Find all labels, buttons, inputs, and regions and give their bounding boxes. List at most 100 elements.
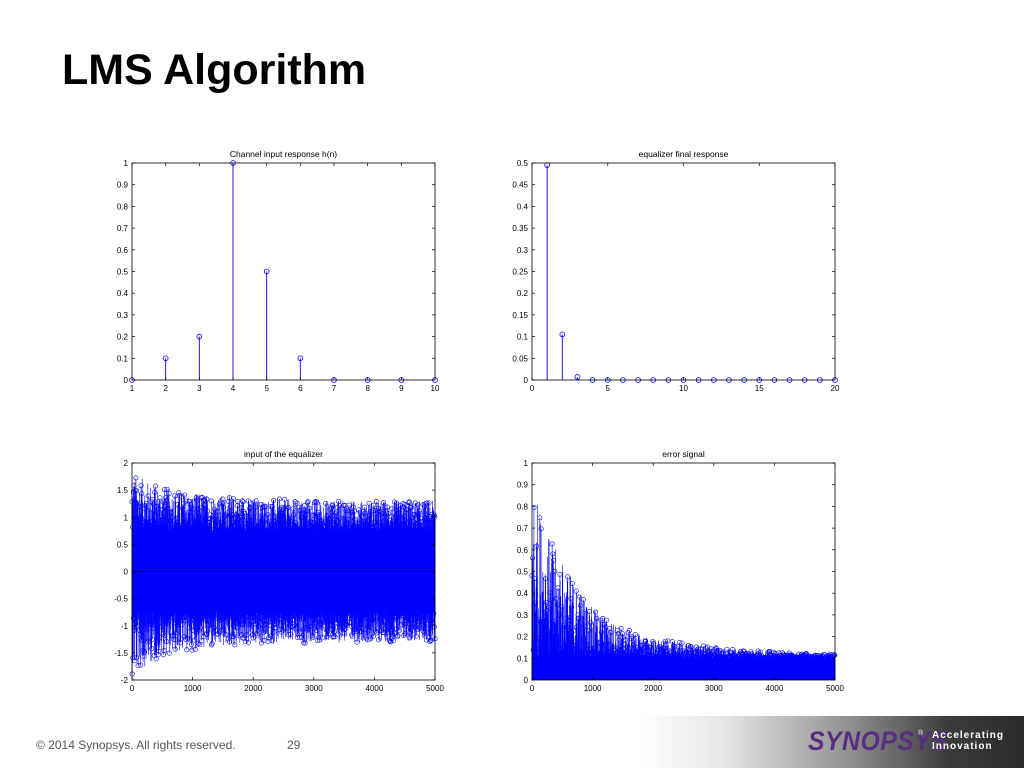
y-tick-label: 0.4 — [517, 202, 529, 211]
stem-marker — [569, 604, 575, 610]
chart-title: input of the equalizer — [244, 449, 323, 459]
stem-marker — [574, 374, 581, 380]
stem-marker — [389, 506, 395, 512]
stem-marker — [279, 629, 285, 635]
y-tick-label: 0.45 — [512, 181, 528, 190]
stem-marker — [276, 496, 282, 502]
stem-marker — [576, 594, 582, 600]
stem-marker — [250, 635, 256, 641]
stem-marker — [160, 499, 166, 505]
stem-marker — [134, 655, 140, 661]
stem-marker — [643, 638, 649, 644]
chart-input-of-equalizer: input of the equalizer 0 1000 2000 3000 4000 5… — [114, 449, 444, 693]
stem-marker — [188, 642, 194, 648]
x-tick-label: 20 — [831, 384, 840, 393]
y-tick-label: 0.3 — [517, 246, 529, 255]
stem-marker — [182, 492, 188, 498]
x-tick-label: 15 — [755, 384, 764, 393]
plot-area — [544, 162, 838, 383]
y-tick-label: 0.1 — [117, 354, 129, 363]
stem-marker — [304, 508, 310, 514]
stem-marker — [388, 639, 394, 645]
stem-marker — [156, 648, 162, 654]
x-tick-label: 7 — [332, 384, 337, 393]
stem-marker — [406, 500, 412, 506]
stem-marker — [426, 500, 432, 506]
axes-frame — [131, 162, 436, 381]
stem-marker — [265, 512, 271, 518]
stem-marker — [320, 635, 326, 641]
stem-marker — [384, 504, 390, 510]
stem-marker — [184, 647, 190, 653]
y-tick-label: 2 — [124, 459, 129, 468]
y-tick-label: -1 — [121, 622, 129, 631]
stem-marker — [196, 627, 202, 633]
stem-marker — [534, 543, 540, 549]
stem-marker — [306, 505, 312, 511]
x-tick-label: 0 — [130, 684, 135, 693]
stem-marker — [305, 498, 311, 504]
stem-marker — [647, 644, 653, 650]
stem-marker — [138, 483, 144, 489]
stem-marker — [556, 612, 562, 618]
stem-marker — [394, 634, 400, 640]
stem-marker — [538, 526, 544, 532]
stem-marker — [580, 597, 586, 603]
stem-marker — [155, 652, 161, 658]
stem-marker — [302, 503, 308, 509]
stem-marker — [543, 576, 549, 582]
stem-marker — [240, 499, 246, 505]
y-tick-label: 0.9 — [117, 181, 129, 190]
stem-marker — [335, 631, 341, 637]
stem-marker — [593, 615, 599, 621]
stem-marker — [415, 502, 421, 508]
stem-marker — [559, 331, 566, 338]
y-tick-label: 0.4 — [117, 289, 129, 298]
stem-marker — [279, 627, 285, 633]
stem-marker — [343, 505, 349, 511]
stem-marker — [569, 581, 575, 587]
stem-marker — [390, 638, 396, 644]
stem-marker — [330, 502, 336, 508]
stem-marker — [343, 622, 349, 628]
y-tick-label: 0 — [124, 568, 129, 577]
y-tick-label: 0.5 — [117, 540, 129, 549]
stem-marker — [387, 637, 393, 643]
stem-marker — [293, 520, 299, 526]
chart-channel-input-response: Channel input response h(n) 1 2 3 4 5 6 7 8 9 10 0 0… — [117, 149, 440, 393]
x-tick-label: 0 — [530, 384, 535, 393]
stem-marker — [215, 631, 221, 637]
stem-marker — [196, 333, 203, 340]
stem-marker — [370, 633, 376, 639]
stem-marker — [134, 488, 140, 494]
x-tick-label: 2 — [163, 384, 168, 393]
stem-marker — [197, 642, 203, 648]
stem-marker — [230, 520, 236, 526]
x-tick-label: 6 — [298, 384, 303, 393]
stem-marker — [354, 639, 360, 645]
stem-marker — [325, 631, 331, 637]
stem-marker — [330, 634, 336, 640]
stem-marker — [406, 499, 412, 505]
y-tick-label: -0.5 — [114, 595, 128, 604]
stem-marker — [618, 625, 624, 631]
stem-marker — [292, 622, 298, 628]
stem-marker — [180, 510, 186, 516]
stem-marker — [255, 632, 261, 638]
stem-marker — [332, 634, 338, 640]
x-tick-label: 1000 — [184, 684, 202, 693]
stem-marker — [152, 489, 158, 495]
stem-marker — [395, 633, 401, 639]
stem-marker — [208, 642, 214, 648]
stem-marker — [314, 637, 320, 643]
stem-marker — [197, 625, 203, 631]
stem-marker — [662, 638, 668, 644]
y-tick-label: 0.3 — [117, 311, 129, 320]
y-tick-label: 0.6 — [117, 246, 129, 255]
stem-marker — [195, 640, 201, 646]
stem-marker — [323, 500, 329, 506]
stem-marker — [537, 515, 543, 521]
stem-marker — [615, 645, 621, 651]
stem-marker — [238, 632, 244, 638]
stem-marker — [412, 500, 418, 506]
